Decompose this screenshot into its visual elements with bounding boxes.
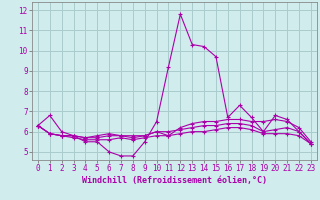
X-axis label: Windchill (Refroidissement éolien,°C): Windchill (Refroidissement éolien,°C) [82, 176, 267, 185]
